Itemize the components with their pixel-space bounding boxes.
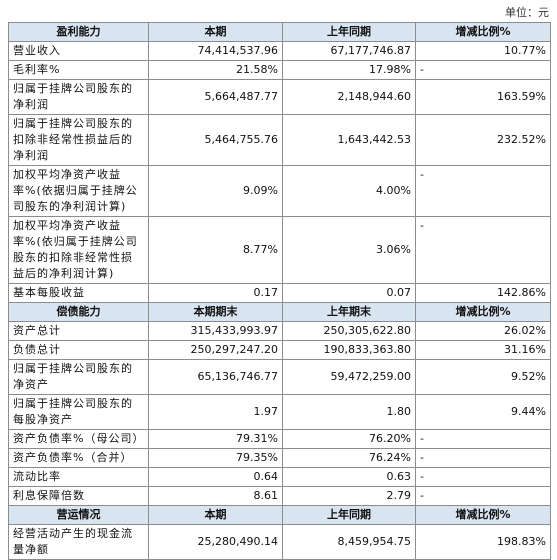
table-row: 归属于挂牌公司股东的每股净资产 1.97 1.80 9.44%	[8, 394, 551, 430]
value-cell: 76.24%	[282, 448, 416, 468]
row-label: 归属于挂牌公司股东的扣除非经常性损益后的净利润	[8, 114, 149, 166]
table-row: 归属于挂牌公司股东的净资产 65,136,746.77 59,472,259.00 9…	[8, 359, 551, 395]
row-label: 加权平均净资产收益率%(依据归属于挂牌公司股东的净利润计算)	[8, 165, 149, 217]
value-cell: 25,280,490.14	[148, 524, 283, 560]
value-cell: 5,464,755.76	[148, 114, 283, 166]
value-cell: 8.77%	[148, 216, 283, 284]
value-cell: 9.52%	[415, 359, 551, 395]
value-cell: -	[415, 467, 551, 487]
value-cell: -	[415, 216, 551, 284]
value-cell: 3.06%	[282, 216, 416, 284]
value-cell: -	[415, 60, 551, 80]
value-cell: 0.07	[282, 283, 416, 303]
value-cell: 1.97	[148, 394, 283, 430]
header-cell: 增减比例%	[415, 505, 551, 525]
section-header: 偿债能力 本期期末 上年期末 增减比例%	[8, 302, 551, 322]
value-cell: 31.16%	[415, 340, 551, 360]
table-row: 负债总计 250,297,247.20 190,833,363.80 31.16%	[8, 340, 551, 360]
table-row: 加权平均净资产收益率%(依据归属于挂牌公司股东的净利润计算) 9.09% 4.00%…	[8, 165, 551, 217]
table-row: 资产负债率%（合并） 79.35% 76.24% -	[8, 448, 551, 468]
value-cell: 198.83%	[415, 524, 551, 560]
row-label: 毛利率%	[8, 60, 149, 80]
row-label: 加权平均净资产收益率%(依归属于挂牌公司股东的扣除非经常性损益后的净利润计算)	[8, 216, 149, 284]
table-row: 流动比率 0.64 0.63-	[8, 467, 551, 487]
value-cell: 21.58%	[148, 60, 283, 80]
table-row: 毛利率% 21.58% 17.98% -	[8, 60, 551, 80]
value-cell: 2.79	[282, 486, 416, 506]
value-cell: -	[415, 448, 551, 468]
row-label: 经营活动产生的现金流量净额	[8, 524, 149, 560]
table-row: 加权平均净资产收益率%(依归属于挂牌公司股东的扣除非经常性损益后的净利润计算) 8…	[8, 216, 551, 284]
table-row: 资产负债率%（母公司） 79.31% 76.20% -	[8, 429, 551, 449]
value-cell: 8,459,954.75	[282, 524, 416, 560]
value-cell: 5,664,487.77	[148, 79, 283, 115]
row-label: 营业收入	[8, 41, 149, 61]
value-cell: 4.00%	[282, 165, 416, 217]
value-cell: 0.17	[148, 283, 283, 303]
row-label: 归属于挂牌公司股东的净利润	[8, 79, 149, 115]
header-cell: 偿债能力	[8, 302, 149, 322]
value-cell: 8.61	[148, 486, 283, 506]
value-cell: 67,177,746.87	[282, 41, 416, 61]
row-label: 利息保障倍数	[8, 486, 149, 506]
value-cell: 163.59%	[415, 79, 551, 115]
value-cell: 17.98%	[282, 60, 416, 80]
table-row: 利息保障倍数 8.61 2.79-	[8, 486, 551, 506]
value-cell: 0.64	[148, 467, 283, 487]
value-cell: 232.52%	[415, 114, 551, 166]
row-label: 基本每股收益	[8, 283, 149, 303]
value-cell: 2,148,944.60	[282, 79, 416, 115]
section-header: 营运情况 本期 上年同期 增减比例%	[8, 505, 551, 525]
value-cell: 79.31%	[148, 429, 283, 449]
header-cell: 盈利能力	[8, 22, 149, 42]
row-label: 资产负债率%（合并）	[8, 448, 149, 468]
value-cell: 0.63	[282, 467, 416, 487]
header-cell: 本期	[148, 22, 283, 42]
row-label: 归属于挂牌公司股东的净资产	[8, 359, 149, 395]
value-cell: 1.80	[282, 394, 416, 430]
header-cell: 本期	[148, 505, 283, 525]
value-cell: -	[415, 165, 551, 217]
header-cell: 上年期末	[282, 302, 416, 322]
value-cell: 9.09%	[148, 165, 283, 217]
row-label: 归属于挂牌公司股东的每股净资产	[8, 394, 149, 430]
table-row: 归属于挂牌公司股东的扣除非经常性损益后的净利润 5,464,755.76 1,643…	[8, 114, 551, 166]
header-cell: 营运情况	[8, 505, 149, 525]
table-row: 基本每股收益 0.17 0.07 142.86%	[8, 283, 551, 303]
header-cell: 增减比例%	[415, 302, 551, 322]
value-cell: 59,472,259.00	[282, 359, 416, 395]
value-cell: 10.77%	[415, 41, 551, 61]
value-cell: 142.86%	[415, 283, 551, 303]
header-cell: 增减比例%	[415, 22, 551, 42]
value-cell: 79.35%	[148, 448, 283, 468]
value-cell: 315,433,993.97	[148, 321, 283, 341]
financial-table: 盈利能力 本期 上年同期 增减比例% 营业收入 74,414,537.96 67,177,7…	[8, 22, 551, 560]
value-cell: 9.44%	[415, 394, 551, 430]
value-cell: 76.20%	[282, 429, 416, 449]
unit-note: 单位：元	[505, 6, 549, 19]
value-cell: -	[415, 429, 551, 449]
table-row: 经营活动产生的现金流量净额 25,280,490.14 8,459,954.75 19…	[8, 524, 551, 560]
table-row: 归属于挂牌公司股东的净利润 5,664,487.77 2,148,944.60 163…	[8, 79, 551, 115]
value-cell: -	[415, 486, 551, 506]
value-cell: 26.02%	[415, 321, 551, 341]
table-row: 营业收入 74,414,537.96 67,177,746.87 10.77%	[8, 41, 551, 61]
section-header: 盈利能力 本期 上年同期 增减比例%	[8, 22, 551, 42]
value-cell: 190,833,363.80	[282, 340, 416, 360]
row-label: 资产总计	[8, 321, 149, 341]
row-label: 流动比率	[8, 467, 149, 487]
value-cell: 250,297,247.20	[148, 340, 283, 360]
value-cell: 65,136,746.77	[148, 359, 283, 395]
value-cell: 250,305,622.80	[282, 321, 416, 341]
row-label: 资产负债率%（母公司）	[8, 429, 149, 449]
row-label: 负债总计	[8, 340, 149, 360]
value-cell: 74,414,537.96	[148, 41, 283, 61]
table-row: 资产总计 315,433,993.97 250,305,622.80 26.02%	[8, 321, 551, 341]
value-cell: 1,643,442.53	[282, 114, 416, 166]
header-cell: 上年同期	[282, 22, 416, 42]
header-cell: 上年同期	[282, 505, 416, 525]
header-cell: 本期期末	[148, 302, 283, 322]
